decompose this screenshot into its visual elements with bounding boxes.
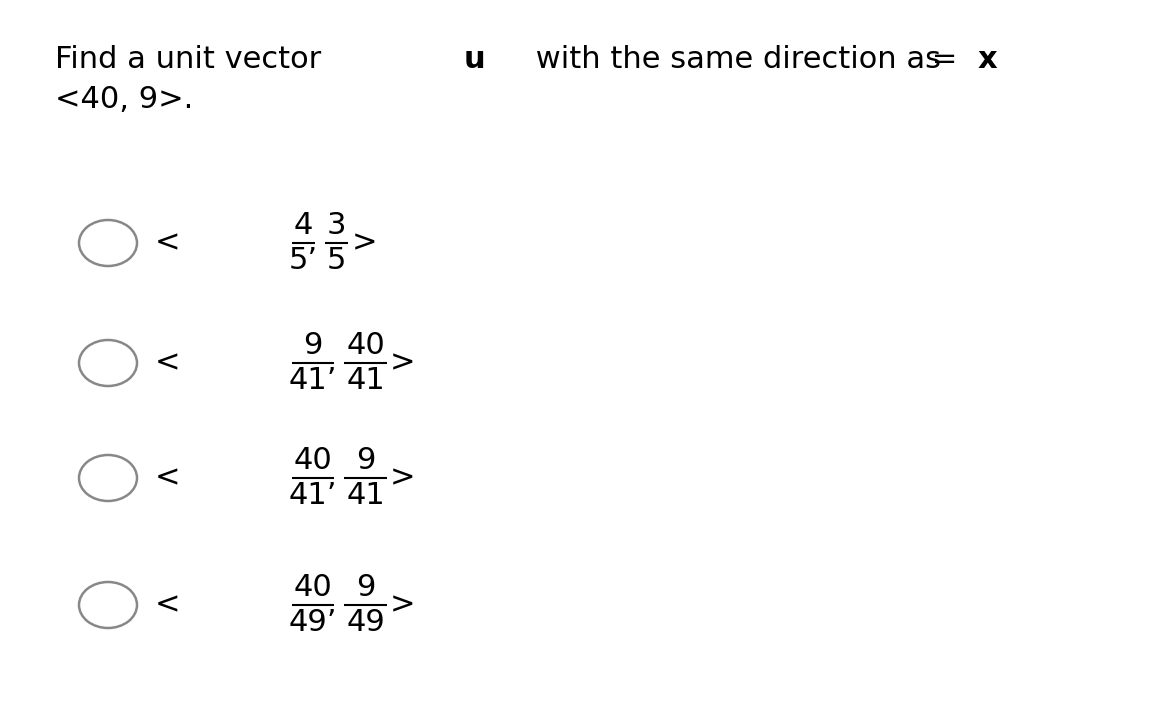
Text: 49’: 49’ [289, 608, 337, 637]
Text: >: > [351, 228, 377, 257]
Text: =: = [921, 45, 957, 74]
Text: 3: 3 [327, 211, 347, 240]
Text: 9: 9 [304, 331, 322, 360]
Text: 41: 41 [347, 481, 385, 510]
Text: 5’: 5’ [289, 246, 318, 275]
Text: <: < [155, 591, 181, 620]
Text: u: u [464, 45, 486, 74]
Text: 40: 40 [293, 573, 333, 602]
Text: 40: 40 [293, 446, 333, 475]
Text: 41’: 41’ [289, 481, 337, 510]
Text: 40: 40 [347, 331, 385, 360]
Text: Find a unit vector: Find a unit vector [54, 45, 331, 74]
Text: <40, 9>.: <40, 9>. [54, 85, 194, 114]
Text: with the same direction as: with the same direction as [526, 45, 950, 74]
Text: >: > [389, 463, 415, 492]
Text: <: < [155, 463, 181, 492]
Text: >: > [389, 591, 415, 620]
Text: 9: 9 [356, 446, 376, 475]
Text: 9: 9 [356, 573, 376, 602]
Text: <: < [155, 348, 181, 377]
Text: x: x [977, 45, 997, 74]
Text: 5: 5 [327, 246, 347, 275]
Text: 41: 41 [347, 366, 385, 395]
Text: <: < [155, 228, 181, 257]
Text: 41’: 41’ [289, 366, 337, 395]
Text: >: > [389, 348, 415, 377]
Text: 49: 49 [347, 608, 385, 637]
Text: 4: 4 [293, 211, 313, 240]
